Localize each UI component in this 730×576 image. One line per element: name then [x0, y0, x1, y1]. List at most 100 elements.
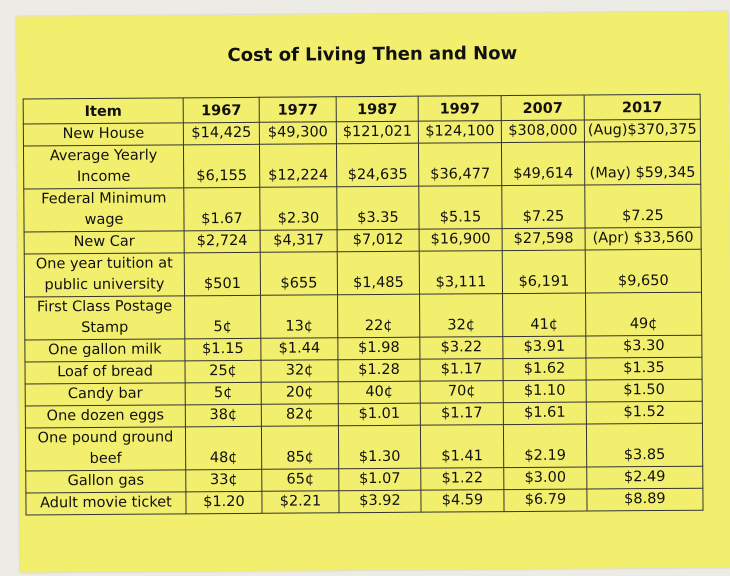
poster-title: Cost of Living Then and Now — [227, 42, 518, 67]
price-cell: 22¢ — [337, 294, 420, 338]
price-cell: $14,425 — [183, 122, 260, 145]
price-cell: $24,635 — [336, 143, 419, 187]
price-cell: $1.67 — [183, 187, 261, 231]
header-year: 2007 — [501, 95, 585, 121]
price-cell: $2.30 — [259, 186, 338, 231]
table-row: First Class Postage Stamp 5¢ 13¢ 22¢ 32¢ 41¢ 4… — [24, 292, 702, 340]
item-label: One dozen eggs — [25, 404, 186, 428]
price-cell: $1.52 — [586, 401, 703, 425]
price-cell: $49,300 — [259, 121, 337, 145]
price-cell: 32¢ — [419, 293, 503, 338]
price-cell: $8.89 — [586, 488, 703, 512]
cost-table: Item 1967 1977 1987 1997 2007 2017 New H… — [23, 94, 704, 516]
price-cell: $36,477 — [418, 142, 502, 187]
price-cell: $16,900 — [419, 228, 503, 252]
price-cell: $121,021 — [336, 121, 419, 144]
price-cell: $4,317 — [260, 229, 338, 253]
price-cell: 13¢ — [260, 294, 338, 339]
header-item: Item — [23, 97, 184, 124]
item-label: Adult movie ticket — [25, 491, 187, 515]
price-cell: $49,614 — [501, 142, 585, 186]
item-label: New House — [23, 122, 184, 146]
item-label: Gallon gas — [25, 469, 186, 493]
item-label: One year tuition at public university — [24, 252, 185, 297]
price-cell: $12,224 — [259, 143, 337, 188]
price-cell: $1.62 — [502, 358, 587, 381]
price-cell: $1.01 — [338, 403, 421, 426]
price-cell: $9,650 — [585, 249, 702, 294]
price-cell: $1.07 — [338, 468, 421, 491]
header-year: 1977 — [259, 96, 337, 123]
price-cell: 41¢ — [502, 293, 586, 337]
price-cell: 70¢ — [420, 380, 504, 404]
price-cell: 40¢ — [338, 381, 421, 404]
price-cell: $3.22 — [419, 336, 503, 360]
price-cell: $124,100 — [418, 120, 502, 144]
price-cell: $7.25 — [501, 185, 586, 229]
price-cell: $308,000 — [501, 120, 585, 143]
item-label: One gallon milk — [24, 338, 185, 362]
price-cell: $4.59 — [420, 489, 505, 513]
price-cell: 48¢ — [185, 426, 262, 470]
table-row: One year tuition at public university $50… — [24, 249, 702, 297]
price-cell: (May) $59,345 — [584, 141, 701, 186]
price-cell: $1.50 — [586, 379, 703, 403]
price-cell: $655 — [260, 251, 338, 296]
price-cell: $7.25 — [584, 184, 701, 229]
price-cell: $1.15 — [184, 338, 261, 361]
item-label: One pound ground beef — [25, 426, 186, 471]
header-year: 1967 — [183, 97, 260, 123]
price-cell: $1.17 — [420, 402, 504, 426]
table-row: Federal Minimum wage $1.67 $2.30 $3.35 $5.15… — [23, 184, 701, 232]
price-cell: $6,155 — [183, 144, 260, 188]
price-cell: $6,191 — [502, 250, 586, 294]
price-cell: $7,012 — [337, 229, 420, 252]
item-label: First Class Postage Stamp — [24, 295, 185, 340]
price-cell: 85¢ — [261, 425, 339, 470]
price-cell: 65¢ — [261, 468, 339, 492]
price-cell: $1.41 — [420, 424, 504, 469]
price-cell: $3.00 — [503, 467, 587, 490]
price-cell: 82¢ — [261, 403, 339, 427]
price-cell: 38¢ — [185, 404, 262, 427]
item-label: Loaf of bread — [24, 360, 186, 384]
price-cell: (Apr) $33,560 — [585, 227, 702, 251]
item-label: New Car — [24, 230, 185, 254]
price-cell: $1.44 — [260, 337, 338, 361]
price-cell: $3.92 — [338, 490, 422, 513]
item-label: Candy bar — [25, 382, 186, 406]
price-cell: $2.21 — [261, 490, 340, 514]
price-cell: $1.17 — [419, 358, 504, 382]
header-year: 2017 — [584, 94, 701, 121]
price-cell: 49¢ — [585, 292, 702, 337]
price-cell: $1,485 — [337, 251, 420, 295]
price-cell: $501 — [184, 252, 261, 296]
price-cell: $1.35 — [585, 357, 702, 381]
table-row: One pound ground beef 48¢ 85¢ $1.30 $1.41 $2.… — [25, 423, 703, 471]
price-cell: $2.19 — [503, 424, 587, 468]
header-year: 1987 — [336, 96, 419, 122]
price-cell: 25¢ — [184, 360, 262, 383]
price-cell: $3.85 — [586, 423, 703, 468]
price-cell: $6.79 — [503, 489, 588, 512]
price-cell: $5.15 — [418, 185, 503, 230]
price-cell: $3.91 — [502, 336, 586, 359]
price-cell: $3.35 — [336, 186, 420, 230]
price-cell: $1.61 — [503, 402, 587, 425]
item-label: Average Yearly Income — [23, 144, 184, 189]
price-cell: (Aug)$370,375 — [584, 119, 701, 143]
price-cell: 5¢ — [184, 295, 261, 339]
price-cell: $3,111 — [419, 250, 503, 295]
table-row: Average Yearly Income $6,155 $12,224 $24,63… — [23, 141, 701, 189]
yellow-poster: Cost of Living Then and Now Item 1967 19… — [16, 11, 730, 573]
price-cell: $2,724 — [184, 230, 261, 253]
price-cell: $27,598 — [502, 228, 586, 251]
price-cell: $1.22 — [420, 467, 504, 491]
item-label: Federal Minimum wage — [23, 187, 185, 232]
header-year: 1997 — [418, 95, 502, 122]
price-cell: 32¢ — [260, 359, 339, 383]
price-cell: $3.30 — [585, 335, 702, 359]
price-cell: $1.98 — [337, 337, 420, 360]
price-cell: 33¢ — [185, 469, 262, 492]
price-cell: $1.10 — [503, 380, 587, 403]
